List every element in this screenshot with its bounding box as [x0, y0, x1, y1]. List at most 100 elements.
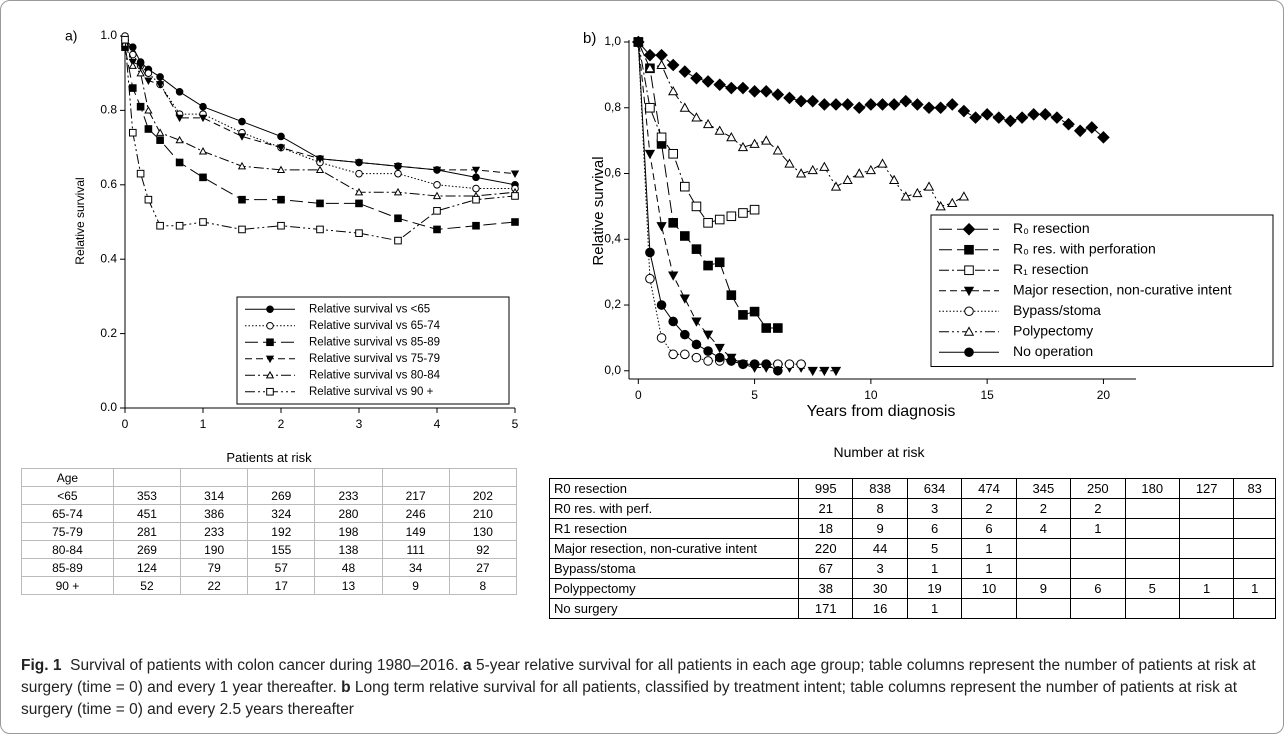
- marker: [394, 169, 402, 178]
- marker: [238, 117, 246, 126]
- x-tick-label: 2: [278, 417, 285, 431]
- marker: [819, 366, 830, 377]
- marker: [934, 101, 947, 115]
- table-cell: 233: [314, 486, 383, 505]
- marker: [749, 204, 760, 215]
- table-cell: 65-74: [21, 504, 114, 523]
- marker: [355, 229, 363, 237]
- marker: [818, 98, 831, 111]
- y-tick-label: 0.6: [100, 177, 117, 191]
- table-cell: 217: [381, 486, 450, 505]
- series-line: [637, 41, 836, 372]
- marker: [738, 359, 748, 370]
- caption-text: 5-year relative survival for all patient…: [21, 657, 1256, 696]
- marker: [129, 84, 137, 92]
- table-cell: 90 +: [21, 576, 114, 595]
- x-tick-label: 0: [635, 388, 642, 402]
- marker: [702, 330, 714, 340]
- legend-marker: [964, 244, 974, 255]
- table-cell: 138: [314, 540, 383, 559]
- table-cell: 269: [247, 486, 316, 505]
- marker: [830, 366, 842, 377]
- x-axis-label: Years from diagnosis: [807, 403, 956, 420]
- table-cell: 9: [381, 576, 450, 595]
- marker: [865, 164, 877, 175]
- legend-label: No operation: [1013, 343, 1093, 359]
- marker: [691, 339, 702, 350]
- marker: [668, 218, 678, 228]
- table-row: <65 353 314 269 233 217 202: [21, 486, 518, 505]
- table-cell: [961, 598, 1017, 619]
- marker: [354, 187, 364, 196]
- table: R0 resection 995 838 634 474 345 250 180 127 83 R0…: [549, 478, 1276, 619]
- table-cell: 22: [180, 576, 249, 595]
- table-cell: 1: [1178, 578, 1235, 599]
- table-row: No surgery 171 16 1: [549, 598, 1276, 619]
- table-row: R1 resection 18 9 6 6 4 1: [549, 518, 1276, 539]
- marker: [238, 225, 246, 234]
- table-cell: 474: [961, 478, 1017, 499]
- marker: [472, 173, 480, 182]
- table-cell: 281: [112, 522, 182, 541]
- marker: [1004, 114, 1017, 128]
- marker: [668, 316, 678, 327]
- table-cell: [314, 468, 383, 487]
- marker: [668, 349, 678, 360]
- marker: [277, 132, 285, 141]
- marker: [668, 85, 679, 96]
- marker: [432, 166, 442, 175]
- marker: [175, 221, 184, 230]
- marker: [923, 181, 935, 191]
- x-tick-label: 0: [122, 417, 129, 431]
- marker: [773, 323, 783, 333]
- y-tick-label: 0,0: [604, 363, 621, 377]
- table-cell: 1: [1233, 578, 1276, 599]
- table-row: 75-79 281 233 192 198 149 130: [21, 522, 518, 541]
- table-cell: 9: [852, 518, 908, 539]
- table-title: Patients at risk: [226, 450, 312, 465]
- table-cell: 3: [906, 498, 963, 519]
- table-cell: 1: [961, 558, 1017, 579]
- marker: [156, 136, 164, 144]
- x-tick-label: 15: [980, 388, 994, 402]
- table-row: Major resection, non-curative intent 220 4…: [549, 538, 1276, 559]
- marker: [772, 145, 783, 155]
- marker: [912, 187, 923, 198]
- table-cell: [448, 468, 518, 487]
- table-cell: [1233, 538, 1276, 559]
- caption: Fig. 1 Survival of patients with colon c…: [21, 655, 1271, 721]
- marker: [726, 356, 737, 366]
- marker: [748, 85, 761, 98]
- marker: [680, 231, 690, 241]
- marker: [644, 62, 656, 73]
- marker: [738, 208, 748, 218]
- table-cell: 19: [906, 578, 963, 599]
- marker: [199, 218, 207, 226]
- table-row: 85-89 124 79 57 48 34 27: [21, 558, 518, 577]
- marker: [714, 352, 725, 363]
- table-row: 65-74 451 386 324 280 246 210: [21, 504, 518, 523]
- table-cell: [1178, 558, 1235, 579]
- table-cell: 353: [112, 486, 182, 505]
- legend-marker: [266, 321, 274, 330]
- table-cell: 48: [314, 558, 383, 577]
- series-line: [124, 39, 516, 242]
- marker: [784, 359, 795, 370]
- marker: [238, 195, 246, 204]
- marker: [703, 346, 713, 356]
- marker: [680, 349, 690, 360]
- table-cell: 5: [906, 538, 963, 559]
- caption-part: b: [341, 679, 351, 696]
- legend-marker: [963, 326, 975, 336]
- table-cell: 838: [852, 478, 908, 499]
- marker: [511, 218, 519, 226]
- table-cell: 79: [180, 558, 249, 577]
- marker: [819, 161, 830, 171]
- marker: [1085, 121, 1099, 134]
- marker: [773, 365, 783, 376]
- marker: [888, 174, 900, 185]
- marker: [144, 69, 153, 77]
- table-cell: [1233, 498, 1276, 519]
- x-tick-label: 10: [864, 388, 878, 402]
- marker: [643, 48, 657, 62]
